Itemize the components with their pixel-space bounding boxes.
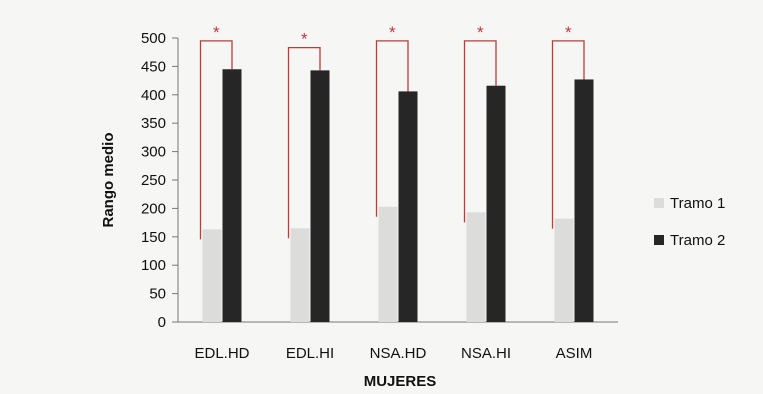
significance-bracket [463,40,497,223]
bar-tramo-1 [466,212,486,322]
x-axis-title: MUJERES [364,373,437,390]
y-tick-label: 200 [141,200,166,217]
legend-swatch [654,198,664,208]
legend-swatch [654,235,664,245]
significance-star: * [389,23,396,42]
y-tick-label: 400 [141,87,166,104]
significance-bracket [551,40,585,229]
significance-brackets: * * * * * [199,23,585,240]
bar-tramo-2 [574,79,594,323]
x-axis-labels: EDL.HD EDL.HI NSA.HD NSA.HI ASIM [194,345,592,362]
legend-label: Tramo 2 [670,232,725,249]
significance-star: * [213,23,220,42]
bar-tramo-1 [554,218,574,322]
bar-tramo-1 [378,206,398,322]
y-tick-label: 50 [149,286,166,303]
significance-bracket [287,47,321,239]
significance-star: * [477,23,484,42]
bar-tramo-2 [310,70,330,322]
x-category-label: EDL.HD [194,345,249,362]
bar-tramo-1 [202,229,222,322]
x-category-label: NSA.HD [370,345,427,362]
y-tick-label: 0 [158,314,166,331]
legend: Tramo 1 Tramo 2 [654,195,725,249]
x-category-label: ASIM [556,345,593,362]
significance-star: * [565,23,572,42]
x-category-label: NSA.HI [461,345,511,362]
bar-tramo-1 [290,228,310,322]
bar-tramo-2 [222,69,242,323]
significance-bracket [375,40,409,217]
bar-tramo-2 [486,85,506,322]
x-category-label: EDL.HI [286,345,334,362]
y-tick-label: 150 [141,229,166,246]
y-axis-ticks: 0 50 100 150 200 250 300 350 400 450 500 [141,30,178,331]
significance-bracket [199,40,233,240]
bar-tramo-2 [398,91,418,322]
significance-star: * [301,30,308,49]
y-tick-label: 350 [141,115,166,132]
y-tick-label: 500 [141,30,166,47]
bars [202,69,594,323]
y-axis-title: Rango medio [100,132,117,227]
legend-label: Tramo 1 [670,195,725,212]
y-tick-label: 450 [141,58,166,75]
y-tick-label: 100 [141,257,166,274]
y-tick-label: 250 [141,172,166,189]
y-tick-label: 300 [141,144,166,161]
